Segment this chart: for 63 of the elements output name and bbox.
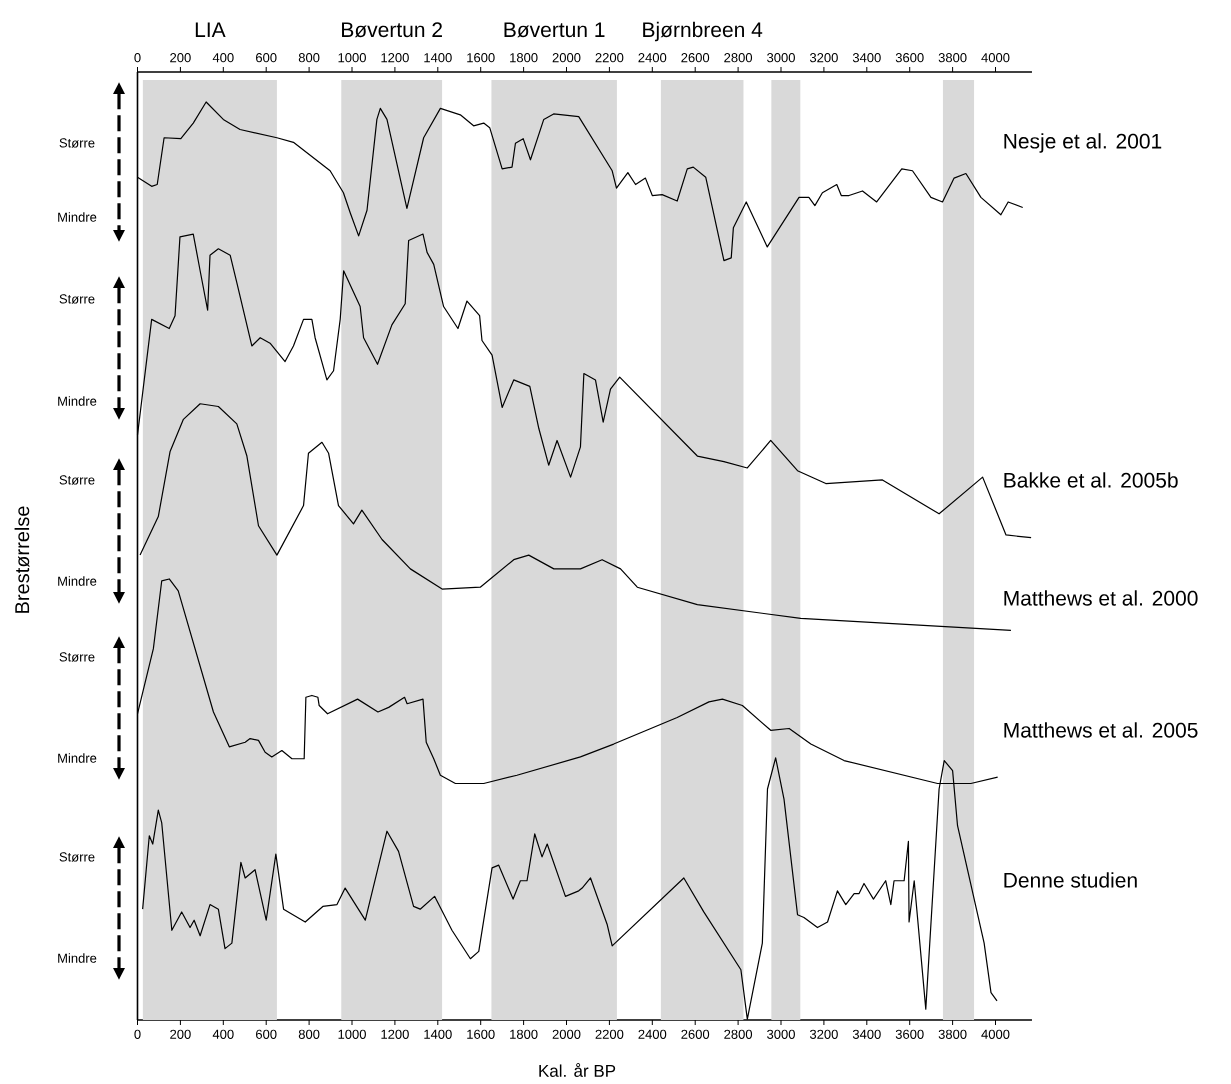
x2-tick-label: 200 [170, 53, 191, 63]
x-tick-label: 2200 [595, 1029, 624, 1039]
x-tick-label: 800 [298, 1029, 320, 1039]
x2-tick-label: 2400 [638, 53, 667, 63]
band-label: LIA [195, 22, 226, 37]
x-tick-label: 400 [212, 1029, 234, 1039]
text: Mindre [58, 953, 97, 963]
x-tick-label: 1400 [424, 1029, 452, 1039]
x-tick-label: 3400 [852, 1029, 881, 1039]
x-tick-label: 1600 [467, 1029, 495, 1039]
x-tick-label: 3000 [767, 1029, 795, 1039]
text: Større [59, 652, 95, 662]
x2-tick-label: 1400 [424, 53, 452, 63]
x-tick-label: 2800 [724, 1029, 753, 1039]
text: Nesje et al. 2001 [1004, 133, 1162, 153]
text: Brestørrelse [14, 506, 30, 613]
x-tick-label: 2600 [681, 1029, 710, 1039]
x2-tick-label: 1000 [338, 53, 366, 63]
x2-tick-label: 2000 [552, 53, 581, 63]
x2-tick-label: 3400 [852, 53, 881, 63]
text: Større [59, 138, 95, 148]
x-tick-label: 1200 [381, 1029, 409, 1039]
x2-tick-label: 3800 [938, 53, 967, 63]
x-tick-label: 1000 [338, 1029, 366, 1039]
text: Større [59, 294, 95, 304]
x2-tick-label: 0 [134, 53, 141, 63]
x-tick-label: 3800 [938, 1029, 967, 1039]
x2-tick-label: 4000 [981, 53, 1010, 63]
series-label: Matthews et al. 2000 [1004, 590, 1198, 606]
x-axis-title: Kal. år BP [539, 1063, 616, 1077]
x-tick-label: 3200 [809, 1029, 838, 1039]
series-label: Denne studien [1004, 872, 1137, 888]
band-label: Bjørnbreen 4 [643, 21, 763, 42]
text: Større [59, 475, 95, 485]
x-tick-label: 4000 [981, 1029, 1010, 1039]
x-tick-label: 200 [170, 1029, 191, 1039]
x-tick-label: 3600 [895, 1029, 924, 1039]
x2-tick-label: 800 [298, 53, 320, 63]
text: Mindre [58, 212, 97, 222]
x2-tick-label: 3000 [767, 53, 795, 63]
band-label: Bøvertun 2 [342, 22, 442, 38]
x2-tick-label: 2800 [724, 53, 753, 63]
x2-tick-label: 1800 [510, 53, 538, 63]
x-tick-label: 1800 [510, 1029, 538, 1039]
text: Mindre [58, 396, 97, 406]
series-label: Matthews et al. 2005 [1004, 722, 1198, 738]
band-label: Bøvertun 1 [504, 22, 605, 38]
x-tick-label: 2000 [552, 1029, 581, 1039]
x2-tick-label: 3200 [809, 53, 838, 63]
x-tick-label: 0 [134, 1029, 141, 1039]
x2-tick-label: 1200 [381, 53, 409, 63]
text: Mindre [58, 576, 97, 586]
x-tick-label: 2400 [638, 1029, 667, 1039]
x2-tick-label: 3600 [895, 53, 924, 63]
x2-tick-label: 2200 [595, 53, 624, 63]
text: Større [59, 852, 95, 862]
x-tick-label: 600 [256, 1029, 277, 1039]
series-label: Bakke et al. 2005b [1004, 472, 1178, 488]
x2-tick-label: 1600 [467, 53, 495, 63]
text: Mindre [58, 753, 97, 763]
x2-tick-label: 2600 [681, 53, 710, 63]
x2-tick-label: 600 [256, 53, 277, 63]
x2-tick-label: 400 [212, 53, 234, 63]
